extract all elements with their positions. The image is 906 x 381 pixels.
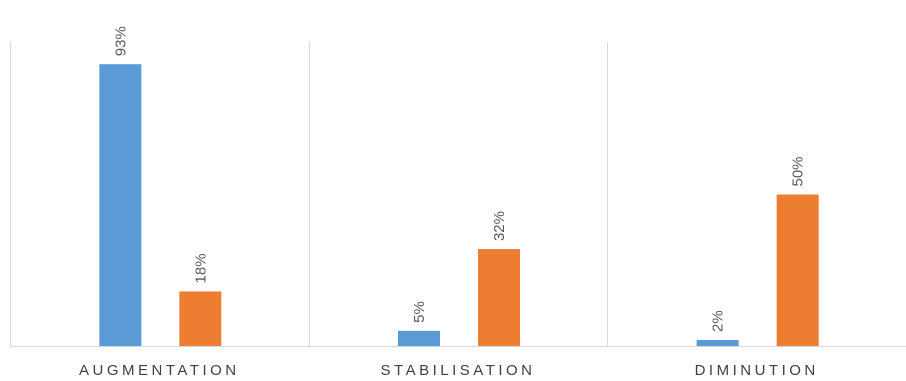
category-labels-group: AUGMENTATION STABILISATION DIMINUTION <box>79 362 819 379</box>
bar-series1-diminution <box>696 339 739 346</box>
data-label: 2% <box>710 310 727 332</box>
category-separators <box>10 42 608 346</box>
bar-series2-stabilisation <box>478 249 520 346</box>
category-label-augmentation: AUGMENTATION <box>79 362 240 379</box>
bar-series1-stabilisation <box>398 330 440 346</box>
bar-series2-augmentation <box>179 291 222 346</box>
data-label: 32% <box>491 211 508 241</box>
category-label-stabilisation: STABILISATION <box>381 362 536 379</box>
data-label: 5% <box>411 301 428 323</box>
bar-series1-augmentation <box>99 64 142 347</box>
data-label: 50% <box>790 156 807 186</box>
data-label: 93% <box>112 26 129 56</box>
data-label: 18% <box>192 253 209 283</box>
bars-group <box>99 64 819 347</box>
bar-series2-diminution <box>776 194 819 346</box>
category-label-diminution: DIMINUTION <box>695 362 819 379</box>
data-labels-group: 93% 18% 5% 32% 2% 50% <box>112 26 806 332</box>
